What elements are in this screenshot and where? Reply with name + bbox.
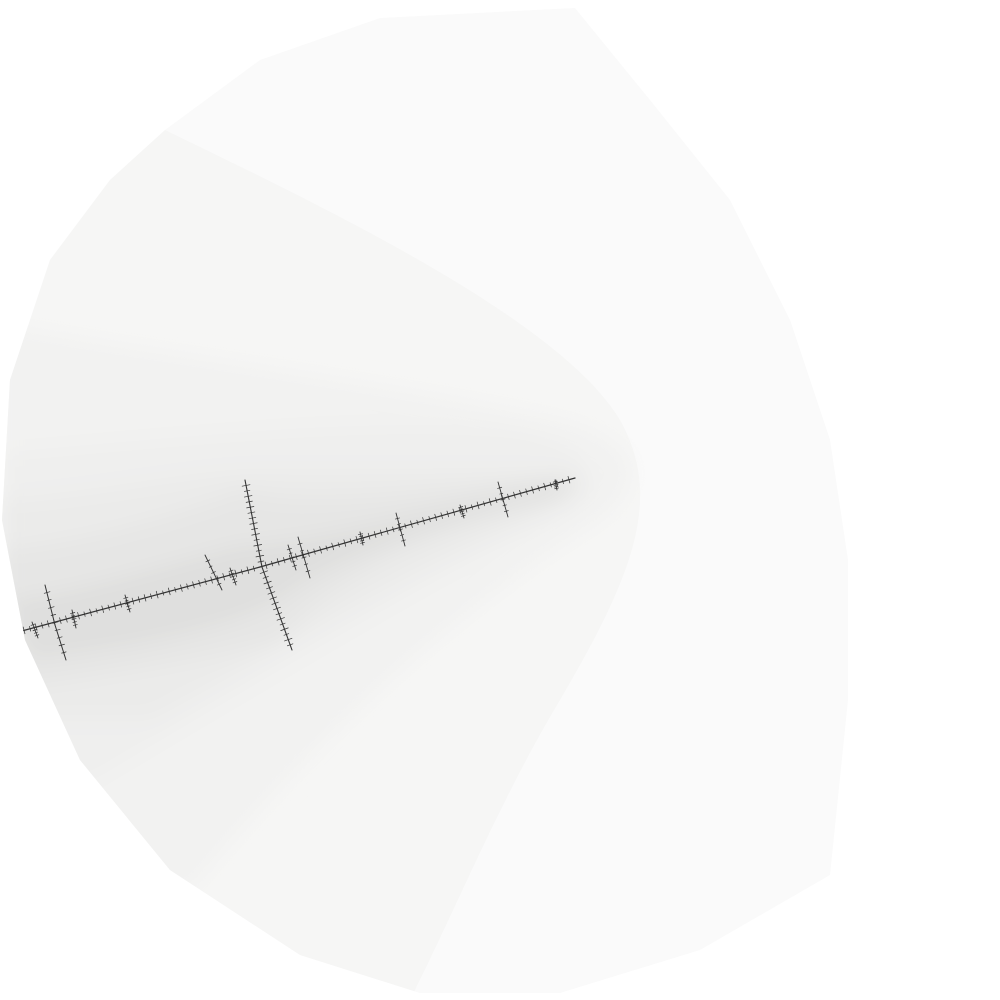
fractal-image — [0, 0, 1000, 1000]
